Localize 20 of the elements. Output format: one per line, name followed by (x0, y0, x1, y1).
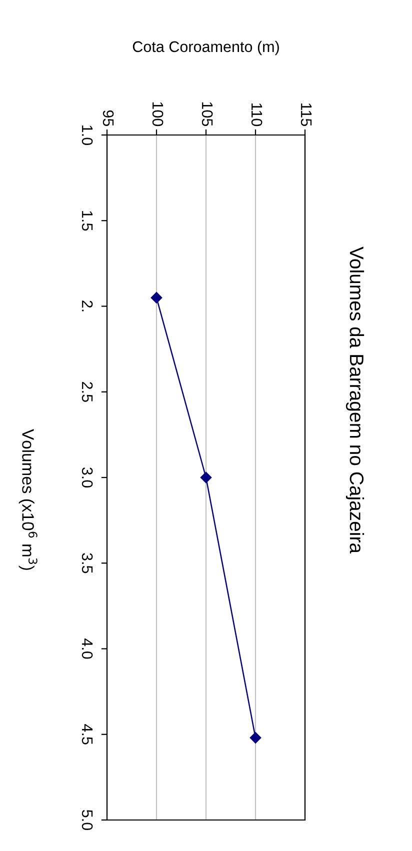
y-tick-label: 2.5 (82, 382, 93, 402)
text: Volumes da Barragem no Cajazeira (346, 246, 364, 554)
point (250, 732, 262, 744)
x-tick-label: 100 (152, 102, 164, 126)
y-tick-label: 1.5 (82, 211, 93, 231)
x-tick-label: 95 (102, 110, 114, 126)
y-tick-label: 2. (82, 300, 93, 312)
point (200, 472, 212, 484)
y-tick-label: 1.0 (82, 126, 93, 146)
y-tick-label: 5.0 (82, 810, 93, 830)
x-axis-title: Cota Coroamento (m) (132, 40, 279, 56)
y-tick-label: 3.5 (82, 553, 93, 574)
x-tick-label: 115 (300, 103, 312, 126)
y-tick-label: 4.0 (82, 638, 93, 659)
x-tick-label: 110 (251, 103, 262, 126)
point (150, 292, 162, 304)
y-tick-label: 3.0 (82, 467, 93, 488)
y-axis-title: Volumes (x10$^{6}$ m$^{3}$) (18, 428, 38, 570)
x-tick-label: 105 (202, 102, 213, 126)
y-tick-label: 4.5 (82, 724, 93, 744)
